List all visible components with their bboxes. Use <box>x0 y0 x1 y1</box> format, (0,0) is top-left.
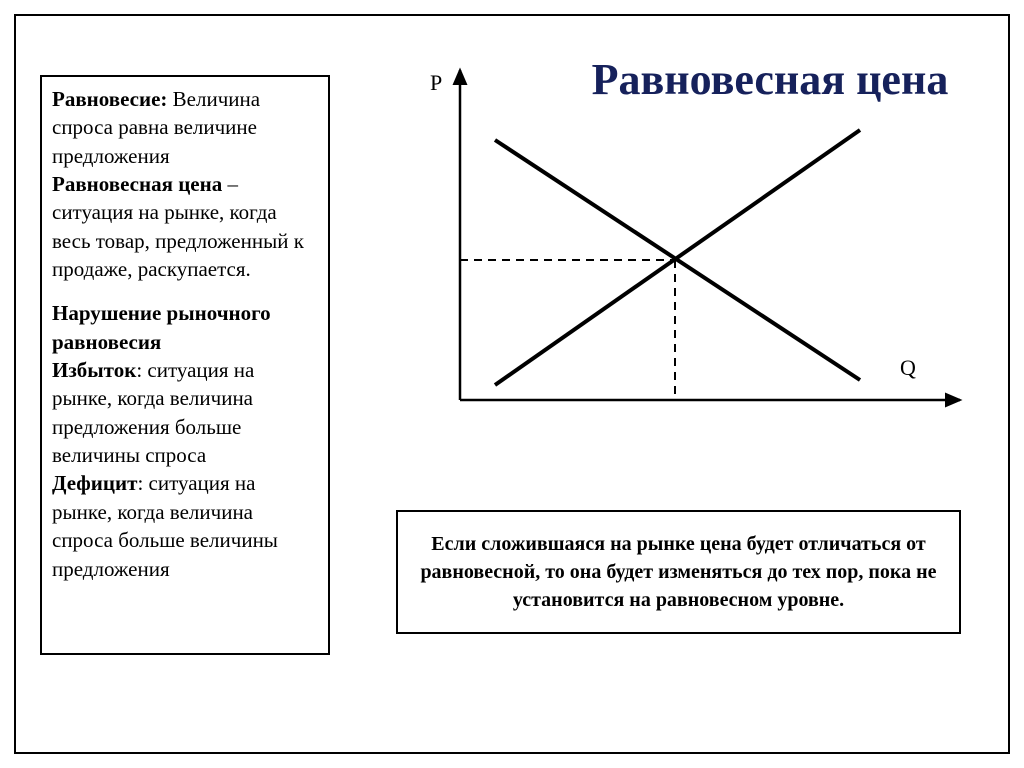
eq-price-label: Равновесная цена <box>52 172 222 196</box>
deficit-label: Дефицит <box>52 471 137 495</box>
equilibrium-chart: PQ <box>390 60 970 440</box>
y-axis-label: P <box>430 70 442 95</box>
equilibrium-definition: Равновесие: Величина спроса равна величи… <box>52 85 318 283</box>
supply-curve <box>495 130 860 385</box>
bottom-note-text: Если сложившаяся на рынке цена будет отл… <box>420 533 936 611</box>
disruption-header: Нарушение рыночного равновесия <box>52 301 271 353</box>
definitions-panel: Равновесие: Величина спроса равна величи… <box>40 75 330 655</box>
equilibrium-label: Равновесие: <box>52 87 167 111</box>
chart-svg: PQ <box>390 60 970 440</box>
bottom-note-box: Если сложившаяся на рынке цена будет отл… <box>396 510 961 634</box>
surplus-label: Избыток <box>52 358 136 382</box>
disruption-block: Нарушение рыночного равновесия Избыток: … <box>52 299 318 582</box>
x-axis-label: Q <box>900 355 916 380</box>
